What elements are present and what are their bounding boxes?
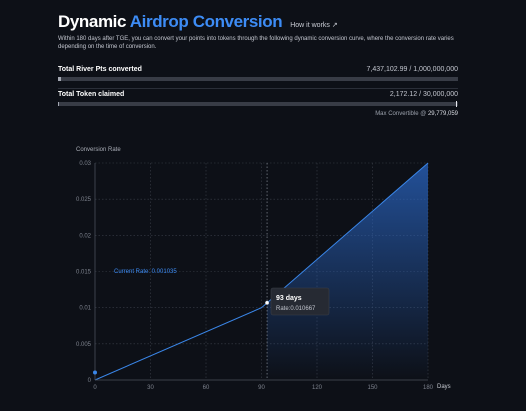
max-convertible-marker: [456, 101, 457, 107]
y-tick-label: 0.025: [76, 197, 92, 203]
title-word-3: Conversion: [192, 12, 283, 31]
x-axis-label: Days: [437, 384, 451, 390]
how-it-works-link[interactable]: How it works ↗: [290, 22, 338, 29]
chart-axes: 0 0.005 0.01 0.015 0.02 0.025 0.03 0 30 60 90 120 15…: [76, 161, 434, 391]
current-rate-label: Current Rate: 0.001035: [114, 269, 177, 275]
x-tick-label: 120: [312, 385, 323, 391]
river-pts-label: Total River Pts converted: [58, 66, 142, 73]
max-convertible-value: 29,779,059: [427, 111, 458, 117]
river-pts-progress-fill: [58, 77, 61, 81]
series-line: [94, 162, 429, 381]
x-tick-label: 60: [203, 385, 210, 391]
river-pts-progress-bar: [58, 77, 458, 81]
token-claimed-stat: Total Token claimed 2,172.12 / 30,000,00…: [58, 91, 458, 117]
tooltip-days: 93 days: [276, 295, 302, 302]
description: Within 180 days after TGE, you can conve…: [58, 36, 454, 50]
token-claimed-progress-fill: [58, 102, 59, 106]
max-convertible: Max Convertible @ 29,779,059: [58, 111, 458, 117]
divider: [58, 88, 458, 89]
current-rate-point: [93, 370, 97, 375]
x-tick-label: 90: [258, 385, 265, 391]
river-pts-stat: Total River Pts converted 7,437,102.99 /…: [58, 66, 458, 81]
title-word-1: Dynamic: [58, 12, 127, 31]
max-convertible-label: Max Convertible @: [375, 111, 427, 117]
hover-point: [265, 301, 269, 305]
chart-title: Conversion Rate: [76, 147, 121, 153]
tooltip-rate: Rate:0.010667: [276, 306, 316, 312]
title-row: Dynamic Airdrop Conversion How it works …: [58, 12, 486, 32]
title-word-2: Airdrop: [129, 12, 189, 31]
token-claimed-value: 2,172.12 / 30,000,000: [389, 91, 458, 98]
y-tick-label: 0.03: [79, 161, 91, 167]
token-claimed-progress-bar: [58, 101, 458, 107]
conversion-rate-chart[interactable]: 0 0.005 0.01 0.015 0.02 0.025 0.03 0 30 60 90 120 15…: [0, 140, 526, 405]
x-tick-label: 30: [147, 385, 154, 391]
river-pts-value: 7,437,102.99 / 1,000,000,000: [366, 66, 458, 73]
y-tick-label: 0: [88, 378, 92, 384]
header: Dynamic Airdrop Conversion How it works …: [58, 12, 486, 51]
x-tick-label: 0: [93, 385, 97, 391]
y-tick-label: 0.02: [79, 233, 91, 239]
y-tick-label: 0.005: [76, 342, 92, 348]
area-fill: [267, 163, 428, 380]
tooltip-box: [270, 287, 330, 316]
page-title: Dynamic Airdrop Conversion: [58, 12, 283, 32]
y-tick-label: 0.015: [76, 270, 92, 276]
x-tick-label: 180: [423, 385, 434, 391]
hover-tooltip: 93 days Rate:0.010667: [265, 163, 330, 380]
token-claimed-label: Total Token claimed: [58, 91, 125, 98]
x-tick-label: 150: [367, 385, 378, 391]
y-tick-label: 0.01: [79, 306, 91, 312]
